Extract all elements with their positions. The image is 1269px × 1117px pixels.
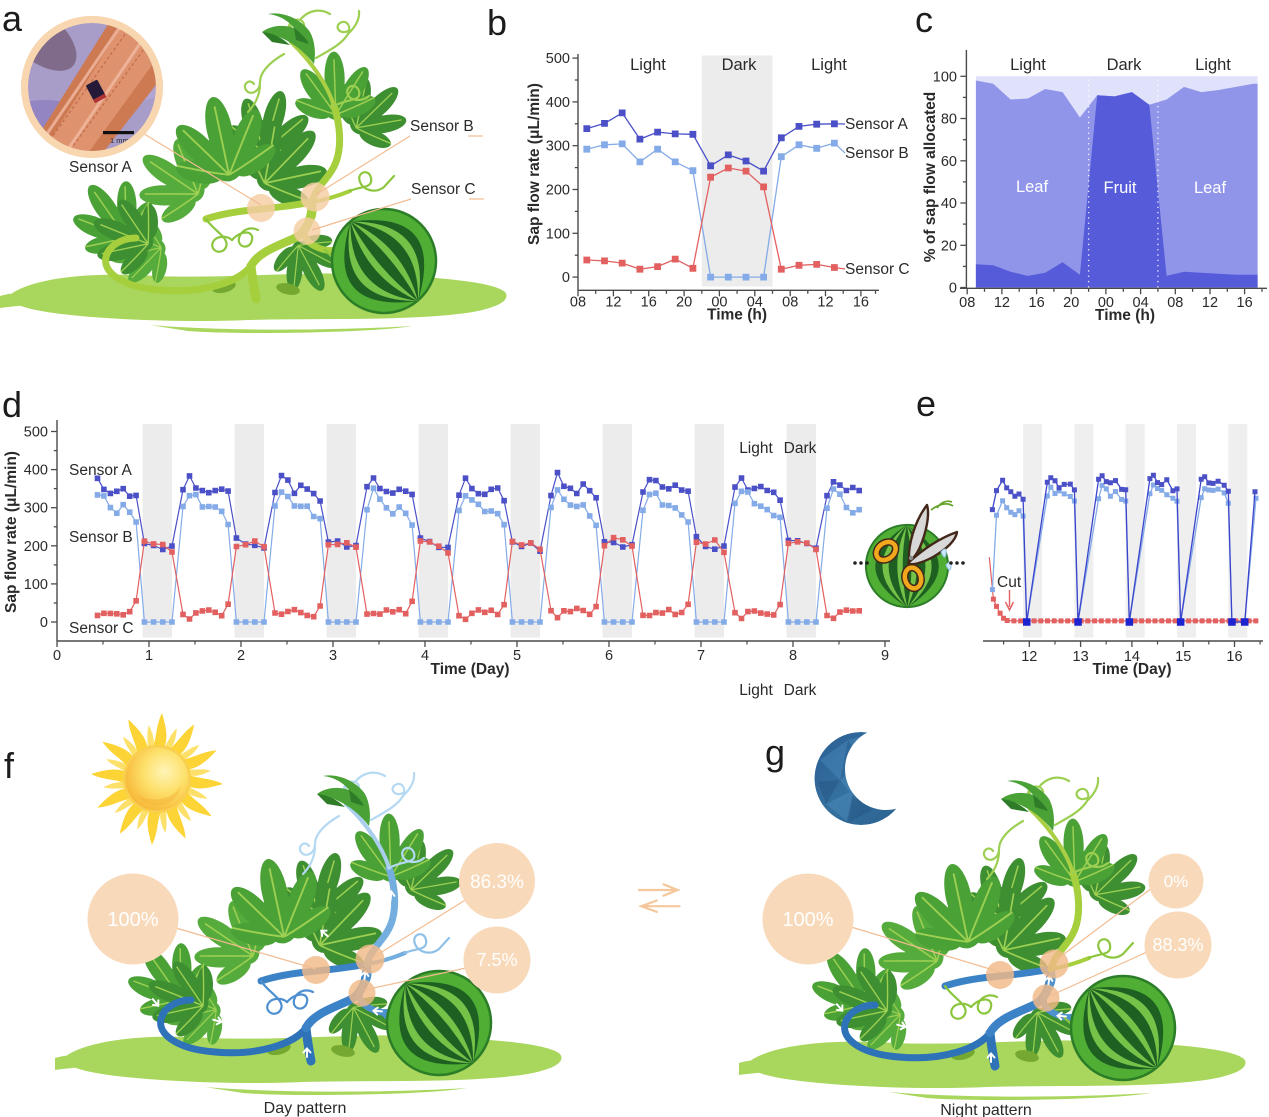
svg-text:4: 4 bbox=[421, 648, 429, 664]
svg-text:80: 80 bbox=[941, 112, 957, 128]
svg-text:Sensor A: Sensor A bbox=[845, 116, 909, 133]
svg-text:20: 20 bbox=[676, 295, 692, 311]
svg-text:86.3%: 86.3% bbox=[470, 872, 524, 893]
svg-text:00: 00 bbox=[711, 295, 727, 311]
svg-text:00: 00 bbox=[1098, 295, 1114, 311]
svg-text:400: 400 bbox=[546, 95, 570, 111]
svg-text:08: 08 bbox=[959, 295, 975, 311]
svg-text:0: 0 bbox=[562, 270, 570, 286]
svg-text:Time (Day): Time (Day) bbox=[1093, 661, 1172, 678]
svg-text:12: 12 bbox=[605, 295, 621, 311]
svg-text:Night pattern: Night pattern bbox=[940, 1102, 1032, 1117]
svg-text:Sensor B: Sensor B bbox=[410, 118, 474, 135]
svg-text:Light: Light bbox=[739, 440, 773, 457]
svg-text:16: 16 bbox=[1226, 649, 1242, 665]
svg-text:04: 04 bbox=[747, 295, 763, 311]
svg-text:0%: 0% bbox=[1164, 872, 1189, 891]
svg-text:12: 12 bbox=[1021, 649, 1037, 665]
svg-text:Sap flow rate (μL/min): Sap flow rate (μL/min) bbox=[3, 451, 20, 613]
svg-text:Leaf: Leaf bbox=[1016, 178, 1049, 196]
svg-text:1 mm: 1 mm bbox=[110, 136, 129, 145]
svg-text:0: 0 bbox=[53, 648, 61, 664]
svg-text:100: 100 bbox=[24, 577, 48, 593]
svg-text:100%: 100% bbox=[107, 909, 158, 931]
svg-text:c: c bbox=[915, 0, 933, 40]
svg-text:20: 20 bbox=[941, 238, 957, 254]
svg-text:60: 60 bbox=[941, 154, 957, 170]
svg-text:Light: Light bbox=[739, 682, 773, 699]
svg-text:f: f bbox=[4, 745, 15, 786]
svg-text:b: b bbox=[487, 2, 507, 43]
svg-text:Dark: Dark bbox=[722, 56, 758, 74]
svg-text:Light: Light bbox=[1195, 56, 1231, 74]
svg-text:% of sap flow allocated: % of sap flow allocated bbox=[922, 92, 939, 263]
svg-text:08: 08 bbox=[1167, 295, 1183, 311]
svg-text:0: 0 bbox=[40, 615, 48, 631]
svg-text:500: 500 bbox=[546, 51, 570, 67]
svg-text:16: 16 bbox=[1029, 295, 1045, 311]
svg-text:Sap flow rate (μL/min): Sap flow rate (μL/min) bbox=[526, 83, 543, 245]
svg-text:12: 12 bbox=[1202, 295, 1218, 311]
svg-text:Day pattern: Day pattern bbox=[264, 1100, 347, 1117]
svg-text:16: 16 bbox=[853, 295, 869, 311]
svg-text:d: d bbox=[2, 384, 22, 425]
svg-text:20: 20 bbox=[1063, 295, 1079, 311]
svg-text:Dark: Dark bbox=[784, 682, 817, 699]
svg-text:100: 100 bbox=[546, 226, 570, 242]
svg-text:Sensor C: Sensor C bbox=[411, 181, 476, 198]
svg-text:300: 300 bbox=[546, 139, 570, 155]
svg-text:14: 14 bbox=[1124, 649, 1140, 665]
svg-text:0: 0 bbox=[949, 281, 957, 297]
svg-text:08: 08 bbox=[570, 295, 586, 311]
svg-text:12: 12 bbox=[994, 295, 1010, 311]
svg-text:Time (h): Time (h) bbox=[707, 307, 767, 324]
svg-text:Light: Light bbox=[630, 56, 666, 74]
svg-text:a: a bbox=[2, 0, 23, 39]
svg-text:5: 5 bbox=[513, 648, 521, 664]
svg-text:2: 2 bbox=[237, 648, 245, 664]
svg-text:7: 7 bbox=[697, 648, 705, 664]
svg-text:40: 40 bbox=[941, 196, 957, 212]
svg-text:200: 200 bbox=[546, 183, 570, 199]
svg-text:Dark: Dark bbox=[1107, 56, 1143, 74]
svg-text:16: 16 bbox=[1237, 295, 1253, 311]
svg-text:300: 300 bbox=[24, 501, 48, 517]
svg-text:6: 6 bbox=[605, 648, 613, 664]
svg-text:Light: Light bbox=[1010, 56, 1046, 74]
svg-text:Sensor B: Sensor B bbox=[69, 529, 133, 546]
svg-text:100: 100 bbox=[933, 69, 957, 85]
svg-text:e: e bbox=[916, 383, 936, 424]
svg-text:100%: 100% bbox=[782, 909, 833, 931]
svg-text:16: 16 bbox=[641, 295, 657, 311]
svg-text:500: 500 bbox=[24, 425, 48, 441]
svg-text:13: 13 bbox=[1073, 649, 1089, 665]
svg-text:04: 04 bbox=[1133, 295, 1149, 311]
svg-text:400: 400 bbox=[24, 463, 48, 479]
svg-text:9: 9 bbox=[881, 648, 889, 664]
svg-text:Time (h): Time (h) bbox=[1095, 307, 1155, 324]
svg-text:88.3%: 88.3% bbox=[1152, 935, 1203, 955]
svg-text:7.5%: 7.5% bbox=[476, 950, 517, 970]
svg-text:Sensor B: Sensor B bbox=[845, 145, 909, 162]
svg-text:Sensor C: Sensor C bbox=[69, 620, 134, 637]
svg-text:3: 3 bbox=[329, 648, 337, 664]
svg-text:12: 12 bbox=[817, 295, 833, 311]
svg-text:Leaf: Leaf bbox=[1194, 179, 1227, 197]
svg-text:08: 08 bbox=[782, 295, 798, 311]
svg-text:Time (Day): Time (Day) bbox=[431, 661, 510, 678]
svg-text:15: 15 bbox=[1175, 649, 1191, 665]
svg-text:8: 8 bbox=[789, 648, 797, 664]
svg-text:Sensor A: Sensor A bbox=[69, 159, 133, 176]
svg-text:Fruit: Fruit bbox=[1104, 179, 1137, 197]
svg-text:Dark: Dark bbox=[784, 440, 817, 457]
svg-text:1: 1 bbox=[145, 648, 153, 664]
svg-text:Cut: Cut bbox=[997, 574, 1022, 591]
svg-text:Sensor C: Sensor C bbox=[845, 261, 910, 278]
svg-text:Light: Light bbox=[811, 56, 847, 74]
svg-text:Sensor A: Sensor A bbox=[69, 462, 133, 479]
svg-text:200: 200 bbox=[24, 539, 48, 555]
svg-text:g: g bbox=[765, 732, 785, 773]
